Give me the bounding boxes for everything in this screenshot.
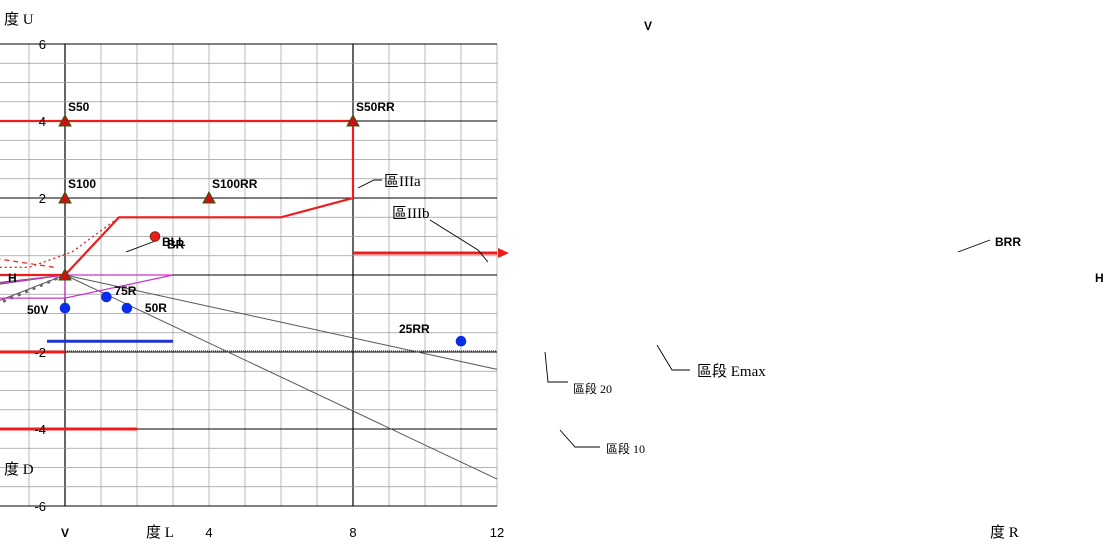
segment-label: BRR bbox=[995, 235, 1021, 249]
triangle-point bbox=[202, 190, 216, 204]
y-tick-label: -2 bbox=[34, 345, 46, 360]
leader-line bbox=[957, 239, 991, 253]
point-label: S100 bbox=[68, 177, 96, 191]
chart-lines bbox=[0, 119, 991, 480]
x-tick-label: 4 bbox=[205, 525, 212, 540]
point-label: S100RR bbox=[212, 177, 258, 191]
point-label: S50RR bbox=[356, 100, 395, 114]
segment-label: 區段 10 bbox=[606, 441, 645, 456]
point-label: 25RR bbox=[399, 322, 430, 336]
y-tick-label: -4 bbox=[34, 422, 46, 437]
right-arrow-icon bbox=[498, 248, 509, 259]
v-axis-top-label: V bbox=[644, 19, 652, 33]
point-label: 50V bbox=[27, 303, 48, 317]
magenta-line-upper bbox=[0, 274, 173, 284]
leader-line bbox=[656, 344, 690, 371]
x-axis-label-right: 度 R bbox=[990, 524, 1019, 541]
y-tick-label: 6 bbox=[39, 37, 46, 52]
y-tick-label: -6 bbox=[34, 499, 46, 514]
point-label: BR bbox=[167, 238, 185, 252]
cutoff-line-right-steep bbox=[64, 274, 498, 480]
h-axis-right-label: H bbox=[1095, 271, 1104, 285]
segment-label: 區段 Emax bbox=[697, 363, 766, 380]
circle-point bbox=[455, 335, 467, 347]
leader-line bbox=[357, 179, 382, 189]
x-axis-label-left: 度 L bbox=[146, 524, 174, 541]
leader-line bbox=[125, 239, 159, 253]
triangle-point bbox=[58, 113, 72, 127]
circle-point bbox=[149, 231, 161, 242]
circle-point bbox=[59, 302, 71, 314]
cutoff-line-right-shallow bbox=[64, 274, 498, 370]
y-tick-label: 4 bbox=[39, 114, 46, 129]
point-label: S50 bbox=[68, 100, 90, 114]
segment-label: 區段 20 bbox=[573, 381, 612, 396]
segment-label: BLL bbox=[162, 235, 185, 249]
x-tick-label: 12 bbox=[490, 525, 504, 540]
point-label: 50R bbox=[145, 301, 167, 315]
y-tick-label: 2 bbox=[39, 191, 46, 206]
x-tick-label: 8 bbox=[349, 525, 356, 540]
leader-line bbox=[429, 219, 489, 263]
y-axis-label-bottom: 度 D bbox=[4, 461, 34, 478]
triangle-point bbox=[346, 113, 360, 127]
x-tick-label: V bbox=[61, 526, 69, 540]
y-axis-label-top: 度 U bbox=[4, 11, 34, 28]
magenta-line-lower bbox=[0, 274, 174, 299]
chart-labels: 度 U 度 D 度 L 度 R V H H -16-12-8-4V4812642… bbox=[4, 11, 1104, 541]
zone-boundary-line bbox=[0, 119, 355, 277]
triangle-point bbox=[58, 267, 72, 281]
leader-line bbox=[559, 429, 600, 448]
circle-point bbox=[121, 302, 133, 314]
chart-marks bbox=[58, 113, 467, 347]
h-axis-left-label: H bbox=[8, 271, 17, 285]
triangle-point bbox=[58, 190, 72, 204]
zone-label: 區IIIb bbox=[392, 206, 430, 222]
zone-iiia-dashed-line bbox=[0, 258, 55, 268]
point-label: 75R bbox=[114, 284, 136, 298]
zone-label: 區IIIa bbox=[384, 174, 421, 190]
circle-point bbox=[101, 291, 112, 303]
leader-line bbox=[544, 351, 568, 383]
